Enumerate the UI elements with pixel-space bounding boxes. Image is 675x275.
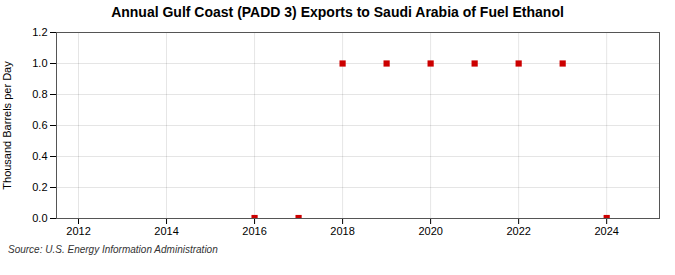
svg-text:2016: 2016 — [242, 225, 266, 237]
html-text:Annual Gulf Coast (PADD 3) Exp: Annual Gulf Coast (PADD 3) Exports to Sa… — [111, 4, 564, 20]
svg-text:1.2: 1.2 — [32, 26, 47, 38]
svg-text:Thousand Barrels per Day: Thousand Barrels per Day — [1, 61, 13, 190]
svg-text:2014: 2014 — [154, 225, 178, 237]
svg-text:0.6: 0.6 — [32, 119, 47, 131]
html-text:Source: U.S. Energy Informatio: Source: U.S. Energy Information Administ… — [8, 244, 218, 255]
svg-text:0.0: 0.0 — [32, 212, 47, 224]
svg-text:2012: 2012 — [66, 225, 90, 237]
svg-text:1.0: 1.0 — [32, 57, 47, 69]
svg-text:0.8: 0.8 — [32, 88, 47, 100]
svg-text:0.4: 0.4 — [32, 150, 47, 162]
svg-text:0.2: 0.2 — [32, 181, 47, 193]
svg-text:2020: 2020 — [418, 225, 442, 237]
svg-text:2022: 2022 — [506, 225, 530, 237]
svg-text:2024: 2024 — [594, 225, 618, 237]
svg-text:2018: 2018 — [330, 225, 354, 237]
